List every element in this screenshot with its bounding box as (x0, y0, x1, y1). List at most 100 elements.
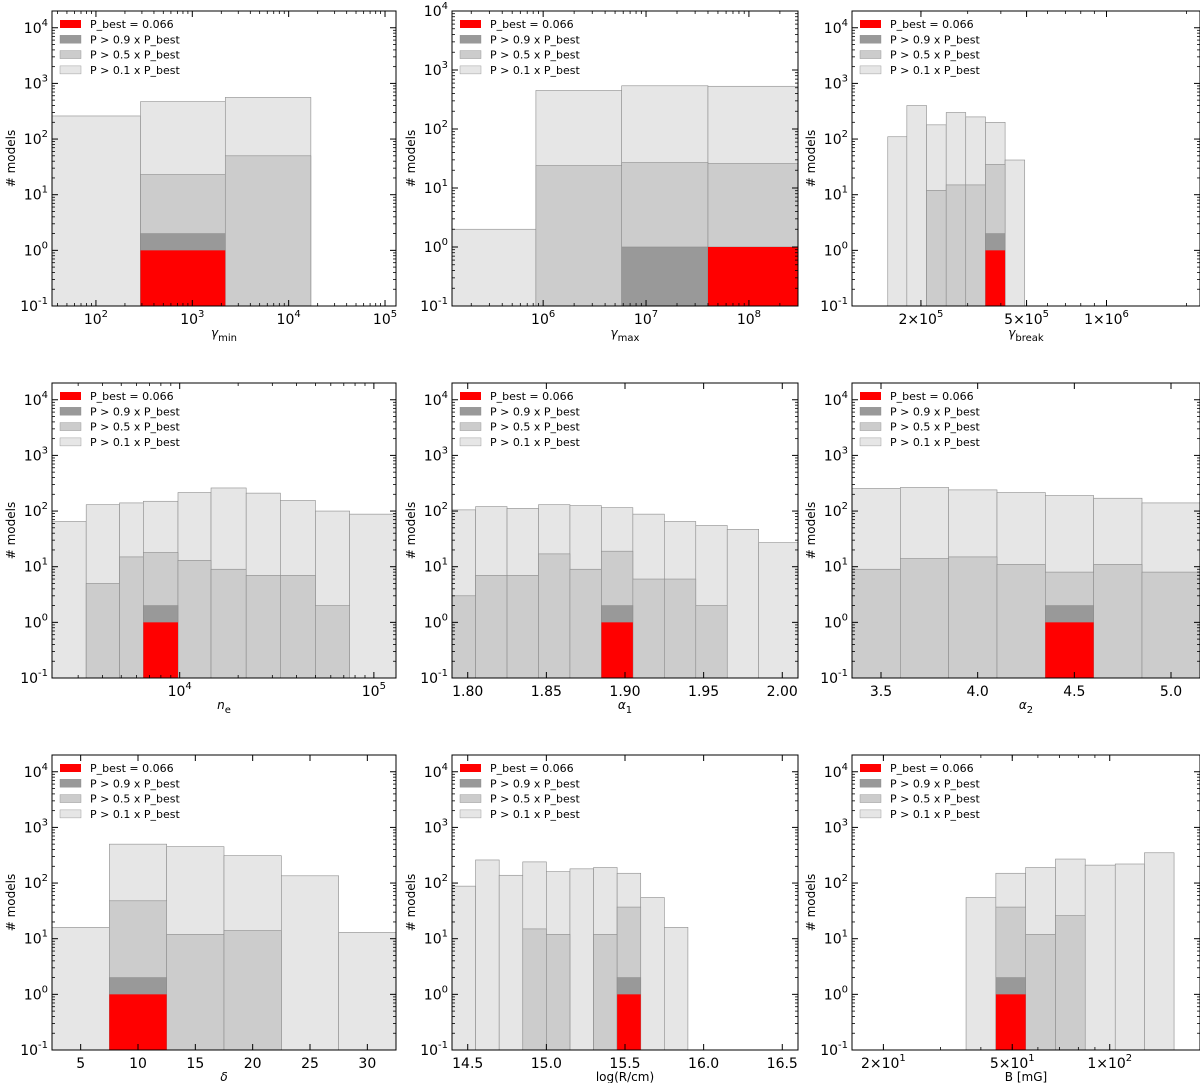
x-tick-label: 104 (168, 681, 192, 700)
bar-p01 (52, 521, 87, 678)
y-tick-label: 100 (424, 612, 448, 631)
bar-p01 (52, 115, 141, 306)
bar-p05 (948, 556, 998, 678)
y-tick-label: 103 (824, 817, 848, 836)
bar-best (109, 994, 167, 1050)
legend-label: P_best = 0.066 (90, 390, 174, 403)
histogram-panel: 10-1 100 101 102 103 104 106 107 108 γmax # models… (404, 1, 799, 344)
y-tick-label: 101 (24, 557, 48, 576)
bar-p05 (900, 558, 949, 678)
legend-swatch (59, 50, 82, 59)
y-tick-label: 10-1 (820, 1040, 848, 1059)
y-tick-label: 102 (824, 873, 848, 892)
y-tick-label: 10-1 (420, 668, 448, 687)
y-tick-label: 102 (824, 129, 848, 148)
bar-p05 (965, 184, 986, 306)
x-tick-label: 1×102 (1087, 1053, 1132, 1072)
legend-swatch (859, 437, 882, 447)
legend-swatch (60, 392, 81, 400)
y-tick-label: 102 (424, 119, 448, 138)
x-tick-label: 105 (362, 681, 386, 700)
bar-best (985, 250, 1006, 306)
y-tick-label: 104 (824, 18, 848, 37)
legend-swatch (459, 422, 482, 431)
histogram-panel: 10-1 100 101 102 103 104 1.80 1.85 1.90 1.95 2.00 α… (404, 382, 799, 716)
bar-p01 (1144, 852, 1175, 1050)
y-tick-label: 101 (24, 185, 48, 204)
bar-best (140, 250, 226, 306)
bar-p01 (498, 874, 524, 1050)
legend: P_best = 0.066 P > 0.9 x P_best P > 0.5 x … (59, 762, 180, 821)
y-tick-label: 104 (24, 390, 48, 409)
legend-label: P > 0.1 x P_best (90, 808, 180, 821)
bars (852, 487, 1200, 678)
legend-swatch (460, 764, 481, 772)
legend-label: P_best = 0.066 (890, 762, 974, 775)
x-axis-label: B [mG] (1005, 1070, 1047, 1083)
bar-p01 (281, 875, 339, 1050)
bar-p05 (632, 578, 665, 678)
bar-best (617, 994, 641, 1050)
legend-swatch (860, 20, 881, 28)
x-axis-label: γmax (611, 326, 640, 344)
y-tick-label: 102 (424, 873, 448, 892)
y-tick-label: 100 (424, 984, 448, 1003)
y-tick-label: 104 (824, 390, 848, 409)
y-tick-label: 10-1 (20, 296, 48, 315)
y-tick-label: 103 (24, 445, 48, 464)
bar-p05 (223, 930, 282, 1050)
y-tick-label: 104 (424, 762, 448, 781)
y-tick-label: 101 (424, 557, 448, 576)
bar-p05 (85, 583, 120, 678)
bar-best (143, 622, 178, 678)
axes-frame (451, 10, 799, 307)
bar-p01 (338, 932, 396, 1050)
y-tick-label: 101 (24, 929, 48, 948)
legend-swatch (459, 35, 482, 44)
x-tick-label: 2×105 (899, 309, 944, 328)
y-tick-label: 103 (424, 445, 448, 464)
legend-swatch (859, 794, 882, 803)
bar-p05 (535, 165, 622, 306)
bar-best (1045, 622, 1094, 678)
x-tick-label: 2×101 (861, 1053, 906, 1072)
bar-p05 (569, 568, 602, 678)
x-tick-label: 5×101 (990, 1053, 1035, 1072)
legend-label: P > 0.5 x P_best (890, 793, 980, 806)
legend-label: P > 0.1 x P_best (490, 808, 580, 821)
bar-p01 (1114, 863, 1145, 1050)
y-tick-label: 101 (824, 185, 848, 204)
legend-swatch (460, 20, 481, 28)
y-axis-label: # models (804, 130, 818, 188)
y-axis-label: # models (404, 502, 418, 560)
bar-p05 (664, 578, 697, 678)
legend-label: P > 0.9 x P_best (490, 33, 580, 46)
x-tick-label: 102 (84, 309, 108, 328)
legend-swatch (59, 35, 82, 44)
legend: P_best = 0.066 P > 0.9 x P_best P > 0.5 x … (59, 18, 180, 77)
legend-swatch (59, 809, 82, 819)
x-axis-label: γbreak (1008, 326, 1044, 344)
y-axis-label: # models (4, 130, 18, 188)
y-tick-label: 103 (824, 73, 848, 92)
y-axis-label: # models (804, 502, 818, 560)
bar-p01 (965, 897, 997, 1050)
legend-swatch (459, 407, 482, 416)
y-tick-label: 101 (824, 557, 848, 576)
x-tick-label: 15 (186, 1056, 204, 1072)
x-tick-label: 106 (531, 309, 555, 328)
bar-p01 (349, 513, 396, 678)
legend-swatch (59, 407, 82, 416)
bar-p05 (177, 560, 212, 678)
bar-p09 (621, 246, 709, 306)
legend-label: P_best = 0.066 (490, 762, 574, 775)
legend-label: P > 0.5 x P_best (490, 793, 580, 806)
bar-p05 (1141, 571, 1200, 678)
y-tick-label: 100 (824, 240, 848, 259)
y-tick-label: 101 (824, 929, 848, 948)
legend-swatch (59, 794, 82, 803)
legend-label: P > 0.9 x P_best (90, 33, 180, 46)
legend-label: P_best = 0.066 (90, 762, 174, 775)
bar-p05 (1093, 564, 1143, 678)
y-tick-label: 10-1 (20, 668, 48, 687)
